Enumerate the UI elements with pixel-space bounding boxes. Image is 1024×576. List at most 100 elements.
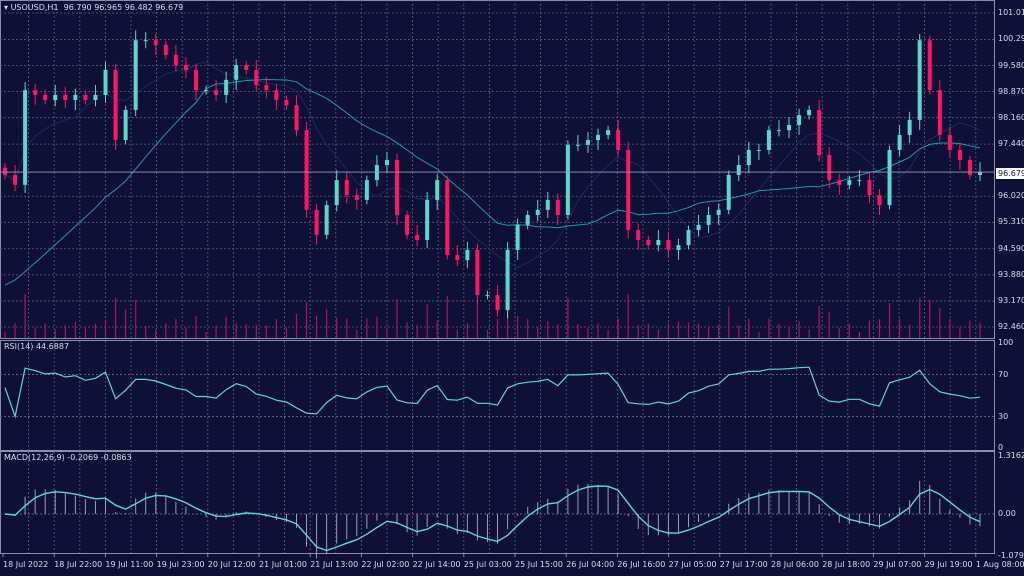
bearish-candle: [626, 149, 631, 231]
time-axis-label: 21 Jul 13:00: [310, 560, 359, 569]
symbol-header: ▾ USOUSD,H1 96.790 96.965 96.482 96.679: [4, 3, 183, 12]
bullish-candle: [535, 209, 540, 215]
bullish-candle: [374, 165, 379, 181]
bullish-candle: [756, 149, 761, 151]
time-axis-label: 22 Jul 02:00: [361, 560, 410, 569]
bearish-candle: [455, 255, 460, 261]
bearish-candle: [445, 180, 450, 256]
bullish-candle: [123, 109, 128, 141]
bullish-candle: [224, 79, 229, 95]
bearish-candle: [314, 209, 319, 235]
bullish-candle: [515, 224, 520, 250]
bullish-candle: [334, 180, 339, 206]
bearish-candle: [967, 159, 972, 175]
bearish-candle: [294, 105, 299, 131]
bearish-candle: [193, 69, 198, 91]
bearish-candle: [495, 295, 500, 311]
bearish-candle: [877, 195, 882, 206]
bearish-candle: [616, 130, 621, 150]
bearish-candle: [957, 149, 962, 160]
bearish-candle: [405, 214, 410, 235]
price-axis-label: 101.010: [998, 8, 1024, 17]
macd-signal-line: [4, 485, 981, 552]
open-value: 96.790: [63, 3, 92, 12]
bullish-candle: [907, 119, 912, 135]
bullish-candle: [686, 230, 691, 246]
macd-axis-label: 1.3162: [998, 451, 1024, 461]
bullish-candle: [596, 134, 601, 141]
bearish-candle: [173, 54, 178, 66]
time-axis-label: 25 Jul 15:00: [515, 560, 563, 569]
time-axis-label: 28 Jul 06:00: [771, 560, 819, 569]
bearish-candle: [284, 100, 289, 106]
macd-label: MACD(12,26,9) -0.2069 -0.0863: [4, 453, 132, 462]
macd-axis-label: 0.00: [998, 509, 1016, 518]
bullish-candle: [797, 115, 802, 126]
bearish-candle: [937, 90, 942, 135]
price-axis-label: 100.290: [998, 34, 1024, 44]
bearish-candle: [636, 230, 641, 240]
bearish-candle: [33, 90, 38, 95]
rsi-axis-label: 70: [998, 369, 1009, 379]
price-axis-label: 98.870: [998, 86, 1024, 96]
bullish-candle: [585, 140, 590, 145]
bullish-candle: [897, 134, 902, 150]
bullish-candle: [204, 90, 209, 92]
bearish-candle: [3, 167, 7, 175]
bullish-candle: [766, 130, 771, 150]
bullish-candle: [706, 214, 711, 225]
high-value: 96.965: [94, 3, 123, 12]
symbol-label: USOUSD,H1: [10, 3, 59, 12]
time-axis-label: 27 Jul 17:00: [719, 560, 768, 569]
current-price-label: 96.679: [996, 168, 1024, 179]
bearish-candle: [214, 90, 219, 95]
time-axis-label: 29 Jul 07:00: [873, 560, 922, 569]
bullish-candle: [776, 130, 781, 132]
bullish-candle: [575, 144, 580, 146]
time-axis-label: 26 Jul 04:00: [566, 560, 615, 569]
bearish-candle: [244, 65, 249, 70]
time-axis-label: 25 Jul 03:00: [463, 560, 512, 569]
rsi-label: RSI(14) 44.6887: [4, 342, 70, 351]
bearish-candle: [344, 180, 349, 196]
fast-moving-average-line: [4, 61, 981, 269]
bullish-candle: [93, 94, 98, 101]
bearish-candle: [947, 134, 952, 150]
bearish-candle: [63, 94, 68, 101]
bullish-candle: [23, 90, 28, 185]
bearish-candle: [183, 65, 188, 70]
price-pane-border: [0, 0, 995, 339]
bearish-candle: [254, 69, 259, 85]
bullish-candle: [887, 149, 892, 206]
dropdown-triangle-icon[interactable]: ▾: [4, 3, 9, 12]
bullish-candle: [606, 130, 611, 135]
price-axis-label: 99.580: [998, 60, 1024, 70]
bullish-candle: [726, 174, 731, 210]
price-axis-label: 98.160: [998, 112, 1024, 122]
bullish-candle: [746, 149, 751, 166]
bearish-candle: [555, 199, 560, 215]
bullish-candle: [716, 209, 721, 215]
bearish-candle: [817, 109, 822, 156]
rsi-axis-label: 0: [998, 443, 1004, 452]
bullish-candle: [565, 144, 570, 215]
bullish-candle: [545, 199, 550, 210]
bullish-candle: [435, 180, 440, 200]
bullish-candle: [505, 249, 510, 311]
bearish-candle: [304, 130, 309, 210]
price-axis-label: 93.880: [998, 269, 1024, 279]
price-axis-label: 94.590: [998, 243, 1024, 253]
bearish-candle: [153, 40, 158, 45]
time-axis-label: 19 Jul 11:00: [105, 560, 154, 569]
bullish-candle: [847, 180, 852, 185]
bullish-candle: [53, 94, 58, 101]
bullish-candle: [73, 94, 78, 101]
bullish-candle: [364, 180, 369, 200]
rsi-line: [4, 366, 981, 419]
bullish-candle: [465, 249, 470, 261]
price-axis-label: 93.170: [998, 295, 1024, 305]
macd-pane-border: [0, 451, 995, 554]
bearish-candle: [264, 84, 269, 91]
time-axis-label: 28 Jul 18:00: [822, 560, 871, 569]
